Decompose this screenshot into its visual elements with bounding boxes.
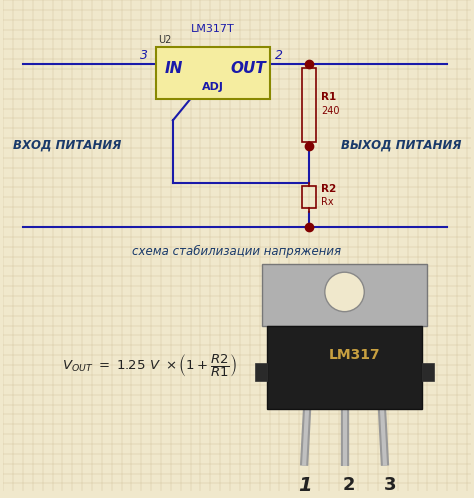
- Text: 2: 2: [275, 49, 283, 62]
- Circle shape: [325, 272, 365, 312]
- Bar: [266, 326, 422, 409]
- Text: R1: R1: [321, 92, 336, 102]
- Bar: [302, 186, 316, 208]
- Bar: [422, 363, 434, 380]
- Text: ВЫХОД ПИТАНИЯ: ВЫХОД ПИТАНИЯ: [341, 139, 461, 152]
- Text: Rx: Rx: [321, 197, 334, 207]
- Text: ADJ: ADJ: [202, 82, 224, 92]
- Text: U2: U2: [158, 35, 172, 45]
- Text: ВХОД ПИТАНИЯ: ВХОД ПИТАНИЯ: [13, 139, 121, 152]
- Text: LM317: LM317: [328, 348, 380, 362]
- Text: IN: IN: [164, 61, 183, 76]
- Text: 2: 2: [342, 476, 355, 494]
- Text: 3: 3: [140, 49, 148, 62]
- Text: LM317T: LM317T: [191, 23, 235, 33]
- Bar: [255, 363, 266, 380]
- Text: $V_{OUT}\ =\ 1.25\ V\ \times\left(1+\dfrac{R2}{R1}\right)$: $V_{OUT}\ =\ 1.25\ V\ \times\left(1+\dfr…: [63, 352, 237, 378]
- Text: схема стабилизации напряжения: схема стабилизации напряжения: [132, 245, 342, 258]
- Text: OUT: OUT: [230, 61, 266, 76]
- Text: 3: 3: [383, 476, 396, 494]
- Bar: [262, 264, 428, 326]
- Text: R2: R2: [321, 184, 336, 194]
- Bar: [302, 68, 316, 142]
- Text: 240: 240: [321, 106, 339, 116]
- Bar: [156, 47, 270, 99]
- Text: 1: 1: [298, 476, 312, 495]
